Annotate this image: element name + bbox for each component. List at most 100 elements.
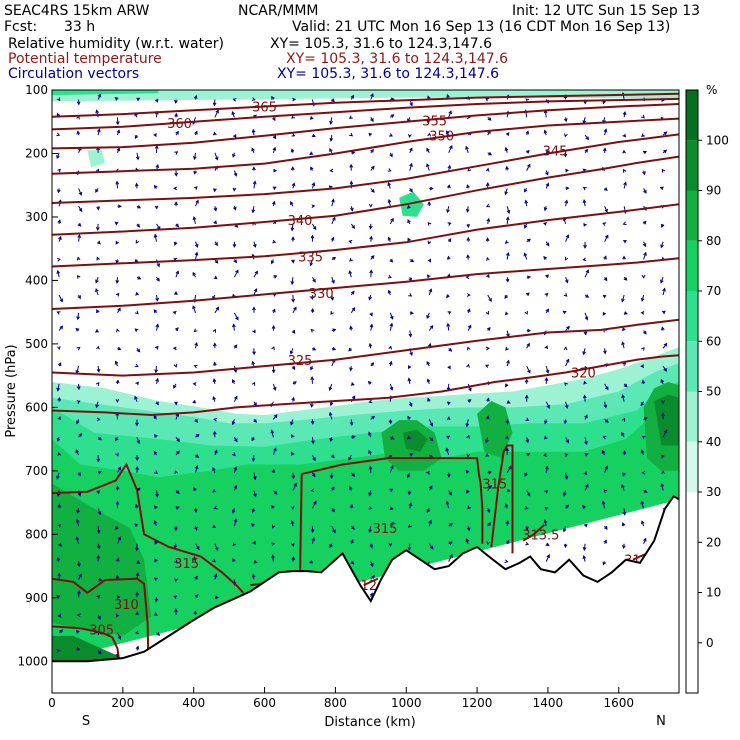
arrow-head	[582, 199, 587, 204]
arrow-head	[59, 298, 63, 303]
arrow-head	[76, 420, 80, 425]
circulation-arrow	[582, 394, 587, 402]
arrow-head	[621, 484, 625, 489]
arrow-head	[486, 415, 490, 420]
arrow-head	[329, 402, 334, 407]
arrow-head	[622, 133, 626, 138]
arrow-head	[523, 188, 528, 193]
circulation-arrow	[174, 559, 178, 564]
arrow-head	[135, 611, 139, 616]
arrow-head	[370, 165, 375, 170]
arrow-head	[332, 529, 336, 534]
circulation-arrow	[233, 436, 238, 443]
arrow-head	[582, 554, 587, 560]
arrow-head	[57, 416, 61, 421]
circulation-arrow	[114, 436, 119, 442]
arrow-head	[602, 100, 606, 105]
circulation-arrow	[621, 417, 626, 422]
arrow-head	[233, 206, 237, 211]
arrow-head	[328, 386, 333, 391]
circulation-arrow	[309, 559, 314, 564]
arrow-head	[640, 520, 645, 525]
arrow-shaft	[623, 508, 626, 515]
circulation-arrow	[194, 130, 198, 136]
circulation-arrow	[641, 114, 645, 119]
arrow-shaft	[389, 312, 394, 319]
circulation-arrow	[329, 168, 334, 173]
circulation-arrow	[447, 311, 452, 315]
circulation-arrow	[115, 485, 120, 491]
arrow-head	[213, 220, 217, 225]
arrow-head	[97, 470, 102, 475]
arrow-head	[96, 309, 100, 314]
arrow-shaft	[193, 216, 196, 225]
circulation-arrow	[115, 117, 120, 126]
arrow-head	[387, 236, 392, 241]
colorbar-segment	[686, 341, 698, 392]
arrow-shaft	[583, 543, 586, 551]
arrow-head	[76, 509, 80, 514]
circulation-arrow	[662, 131, 668, 136]
circulation-arrow	[487, 152, 493, 156]
arrow-head	[232, 153, 236, 158]
circulation-arrow	[252, 241, 257, 248]
arrow-head	[641, 346, 645, 351]
arrow-head	[640, 449, 645, 454]
circulation-arrow	[232, 152, 236, 158]
circulation-arrow	[117, 536, 122, 544]
circulation-arrow	[193, 152, 197, 161]
circulation-arrow	[253, 419, 258, 423]
circulation-arrow	[505, 383, 509, 388]
arrow-head	[582, 186, 587, 191]
arrow-head	[176, 438, 181, 443]
circulation-arrow	[486, 508, 491, 514]
arrow-shaft	[253, 181, 256, 189]
arrow-head	[406, 435, 411, 440]
circulation-arrow	[97, 436, 102, 441]
arrow-head	[135, 457, 140, 462]
circulation-arrow	[174, 151, 179, 155]
circulation-arrow	[56, 437, 61, 442]
arrow-head	[563, 544, 568, 549]
circulation-arrow	[117, 632, 122, 640]
arrow-shaft	[389, 323, 393, 331]
circulation-arrow	[662, 342, 668, 349]
circulation-arrow	[273, 275, 278, 279]
circulation-arrow	[349, 257, 353, 262]
arrow-head	[660, 244, 664, 249]
arrow-shaft	[428, 419, 433, 427]
circulation-arrow	[58, 629, 64, 634]
arrow-head	[407, 237, 411, 242]
circulation-arrow	[214, 152, 219, 161]
circulation-arrow	[136, 205, 141, 209]
circulation-arrow	[77, 233, 82, 242]
circulation-arrow	[486, 397, 490, 402]
circulation-arrow	[564, 256, 569, 261]
arrow-head	[75, 518, 80, 523]
circulation-arrow	[135, 381, 139, 386]
arrow-head	[583, 380, 587, 385]
arrow-shaft	[156, 259, 160, 267]
arrow-head	[643, 417, 648, 421]
circulation-arrow	[349, 132, 354, 137]
theta-contour-313.5	[522, 524, 546, 542]
circulation-arrow	[584, 437, 588, 446]
circulation-arrow	[426, 312, 430, 320]
arrow-head	[445, 130, 450, 135]
arrow-head	[135, 465, 140, 470]
circulation-arrow	[350, 206, 354, 212]
circulation-arrow	[214, 449, 218, 456]
circulation-arrow	[212, 395, 216, 402]
circulation-arrow	[582, 186, 587, 191]
arrow-head	[621, 417, 626, 422]
circulation-arrow	[370, 575, 375, 580]
arrow-head	[369, 544, 374, 549]
arrow-head	[446, 255, 451, 260]
arrow-head	[526, 453, 531, 457]
arrow-shaft	[643, 252, 647, 260]
arrow-shaft	[272, 448, 277, 456]
circulation-arrow	[487, 294, 492, 302]
arrow-head	[485, 237, 490, 242]
circulation-arrow	[174, 290, 178, 295]
arrow-shaft	[545, 466, 548, 473]
